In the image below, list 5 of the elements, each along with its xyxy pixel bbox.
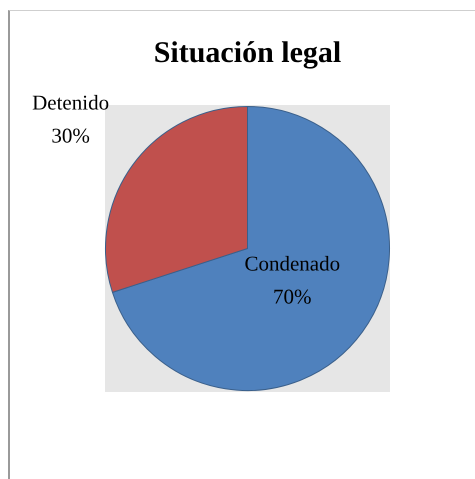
slice-label: Condenado — [244, 252, 340, 276]
data-label: 70% — [273, 284, 312, 309]
slice-label: Detenido — [32, 90, 110, 114]
data-label: 30% — [51, 123, 90, 148]
chart-title: Situación legal — [152, 36, 342, 70]
